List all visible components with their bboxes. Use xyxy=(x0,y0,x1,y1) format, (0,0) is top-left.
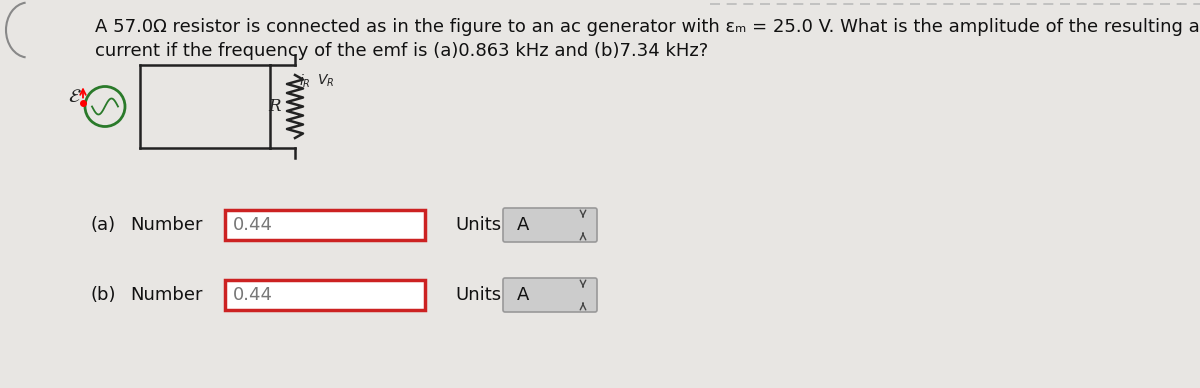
Text: R: R xyxy=(269,98,281,115)
FancyBboxPatch shape xyxy=(226,280,425,310)
Text: A 57.0Ω resistor is connected as in the figure to an ac generator with εₘ = 25.0: A 57.0Ω resistor is connected as in the … xyxy=(95,18,1200,36)
FancyBboxPatch shape xyxy=(503,278,598,312)
Text: $i_R$: $i_R$ xyxy=(299,73,311,90)
Text: 0.44: 0.44 xyxy=(233,216,274,234)
Text: current if the frequency of the emf is (a)0.863 kHz and (b)7.34 kHz?: current if the frequency of the emf is (… xyxy=(95,42,708,60)
Text: Units: Units xyxy=(455,286,502,304)
Text: $\mathcal{E}$: $\mathcal{E}$ xyxy=(68,87,82,106)
FancyBboxPatch shape xyxy=(503,208,598,242)
Text: A: A xyxy=(517,216,529,234)
Text: (b): (b) xyxy=(90,286,115,304)
Text: Number: Number xyxy=(130,216,203,234)
Text: (a): (a) xyxy=(90,216,115,234)
Text: Number: Number xyxy=(130,286,203,304)
Text: $V_R$: $V_R$ xyxy=(317,73,335,89)
FancyBboxPatch shape xyxy=(226,210,425,240)
Text: 0.44: 0.44 xyxy=(233,286,274,304)
Text: A: A xyxy=(517,286,529,304)
Text: Units: Units xyxy=(455,216,502,234)
